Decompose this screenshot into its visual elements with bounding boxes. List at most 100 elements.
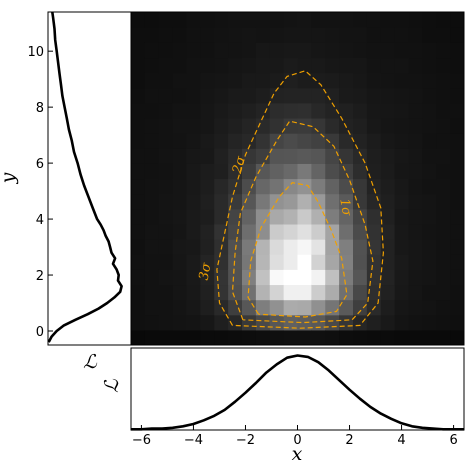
heatmap-cell <box>158 57 174 74</box>
heatmap-cell <box>339 102 354 119</box>
heatmap-cell <box>422 133 437 149</box>
contour-3sigma <box>216 70 385 329</box>
heatmap-cell <box>450 314 464 331</box>
heatmap-cell <box>339 329 354 345</box>
heatmap-cell <box>242 42 257 59</box>
heatmap-cell <box>450 208 464 225</box>
heatmap-cell <box>380 208 396 225</box>
heatmap-cell <box>255 284 271 301</box>
heatmap-cell <box>450 117 464 134</box>
heatmap-cell <box>283 163 299 180</box>
heatmap-cell <box>353 42 368 59</box>
heatmap-cell <box>436 87 451 104</box>
heatmap-cell <box>366 193 382 210</box>
y-tick-label: 8 <box>36 101 44 116</box>
heatmap-cell <box>422 148 437 164</box>
heatmap-cell <box>366 57 382 74</box>
heatmap-cell <box>172 269 188 286</box>
heatmap-cell <box>408 223 423 240</box>
heatmap-cell <box>186 178 201 195</box>
heatmap-cell <box>339 208 354 225</box>
heatmap-cell <box>450 148 464 164</box>
heatmap-cell <box>450 299 464 316</box>
heatmap-cell <box>172 223 188 240</box>
heatmap-cell <box>353 87 368 104</box>
heatmap-cell <box>422 299 437 316</box>
heatmap-cell <box>144 178 160 195</box>
heatmap-cell <box>325 178 340 195</box>
heatmap-cell <box>283 133 299 149</box>
heatmap-cell <box>353 12 368 28</box>
heatmap-cell <box>242 193 257 210</box>
heatmap-cell <box>311 329 326 345</box>
heatmap-cell <box>353 27 368 43</box>
heatmap-cell <box>255 87 271 104</box>
heatmap-cell <box>214 12 229 28</box>
heatmap-cell <box>283 87 299 104</box>
heatmap-cell <box>200 178 215 195</box>
heatmap-cell <box>325 314 340 331</box>
heatmap-cell <box>269 42 285 59</box>
heatmap-cell <box>200 329 215 345</box>
heatmap-cell <box>297 269 312 286</box>
heatmap-cell <box>172 12 188 28</box>
heatmap-cell <box>131 284 146 301</box>
heatmap-cell <box>408 329 423 345</box>
heatmap-cell <box>394 148 410 164</box>
heatmap-cell <box>255 208 271 225</box>
heatmap-cell <box>242 72 257 89</box>
heatmap-cell <box>366 208 382 225</box>
heatmap-cell <box>408 178 423 195</box>
heatmap-cell <box>283 42 299 59</box>
heatmap-cell <box>158 284 174 301</box>
heatmap-cell <box>283 284 299 301</box>
left-likelihood-line <box>47 11 123 343</box>
bottom-panel-ylabel: ℒ <box>101 378 123 393</box>
heatmap-cell <box>366 239 382 255</box>
heatmap-cell <box>283 117 299 134</box>
heatmap-cell <box>186 208 201 225</box>
heatmap-cell <box>144 269 160 286</box>
heatmap-cell <box>283 254 299 270</box>
heatmap-cell <box>228 57 243 74</box>
heatmap-cell <box>283 57 299 74</box>
heatmap-cell <box>422 57 437 74</box>
heatmap-cell <box>380 27 396 43</box>
heatmap-cell <box>422 117 437 134</box>
heatmap-cell <box>214 27 229 43</box>
heatmap-cell <box>353 314 368 331</box>
heatmap-cell <box>450 163 464 180</box>
heatmap-cell <box>131 299 146 316</box>
heatmap-cell <box>186 284 201 301</box>
heatmap-cell <box>297 163 312 180</box>
heatmap-cell <box>353 223 368 240</box>
contour-2sigma <box>231 120 374 324</box>
heatmap-cell <box>200 208 215 225</box>
heatmap-cell <box>297 239 312 255</box>
heatmap-cell <box>422 178 437 195</box>
heatmap-cell <box>158 223 174 240</box>
heatmap-cell <box>200 314 215 331</box>
heatmap-cell <box>186 42 201 59</box>
heatmap-cell <box>311 284 326 301</box>
heatmap-cell <box>380 239 396 255</box>
heatmap-cell <box>408 208 423 225</box>
heatmap-cell <box>325 27 340 43</box>
heatmap-cell <box>131 102 146 119</box>
heatmap-cell <box>228 269 243 286</box>
heatmap-cell <box>131 193 146 210</box>
heatmap-cell <box>394 42 410 59</box>
contour-label-2sigma: 2σ <box>230 154 249 176</box>
bottom-likelihood-line <box>131 354 464 431</box>
heatmap-cell <box>283 12 299 28</box>
heatmap-cell <box>380 42 396 59</box>
heatmap-cell <box>228 329 243 345</box>
heatmap-cell <box>311 223 326 240</box>
heatmap-cell <box>131 27 146 43</box>
x-tick-label: 6 <box>449 433 457 448</box>
heatmap-cell <box>422 223 437 240</box>
heatmap-cell <box>242 12 257 28</box>
heatmap-cell <box>269 254 285 270</box>
heatmap-cell <box>450 57 464 74</box>
heatmap-cell <box>283 299 299 316</box>
